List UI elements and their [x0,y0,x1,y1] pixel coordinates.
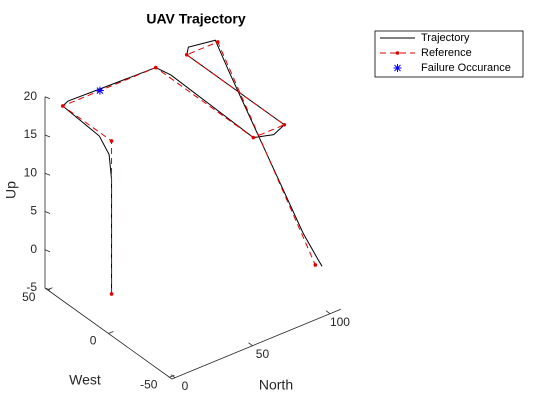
x-tick-label: 0 [182,379,189,393]
z-tick-label: -5 [26,280,37,294]
z-tick-label: 0 [30,242,37,256]
z-tick [44,172,51,176]
y-tick [169,374,175,378]
y-tick-label: -50 [140,377,158,391]
z-tick-label: 10 [24,165,38,179]
marker [95,86,104,95]
y-axis-label: West [69,372,101,388]
z-tick [44,211,51,214]
x-axis-line [171,308,341,380]
z-tick-label: 5 [30,204,37,218]
z-tick [44,134,51,138]
z-tick [44,287,51,291]
marker [184,52,189,57]
legend-marker [395,51,400,55]
x-tick [248,342,253,347]
z-tick [44,96,51,100]
x-axis-label: North [259,377,293,393]
chart-title: UAV Trajectory [146,11,246,27]
series-line [61,39,323,294]
z-tick [44,249,51,253]
marker [109,139,114,143]
legend-label: Reference [421,47,472,59]
x-tick [325,310,331,315]
marker [153,65,158,70]
y-tick-label: 0 [90,334,97,348]
z-axis-label: Up [3,181,19,199]
marker [282,122,287,127]
legend-label: Failure Occurance [421,62,511,74]
y-tick-label: 50 [22,290,36,304]
legend-label: Trajectory [421,32,470,44]
z-tick-label: 20 [24,89,38,103]
x-tick-label: 50 [256,347,270,361]
legend-box [374,30,524,78]
marker [109,292,114,296]
z-tick-label: 15 [24,127,38,141]
marker [313,263,318,267]
y-tick [108,331,114,334]
marker [215,40,220,44]
legend-marker [393,64,402,72]
x-tick-label: 100 [330,315,350,329]
marker [251,135,256,140]
marker [60,104,65,108]
series-line [61,41,316,294]
